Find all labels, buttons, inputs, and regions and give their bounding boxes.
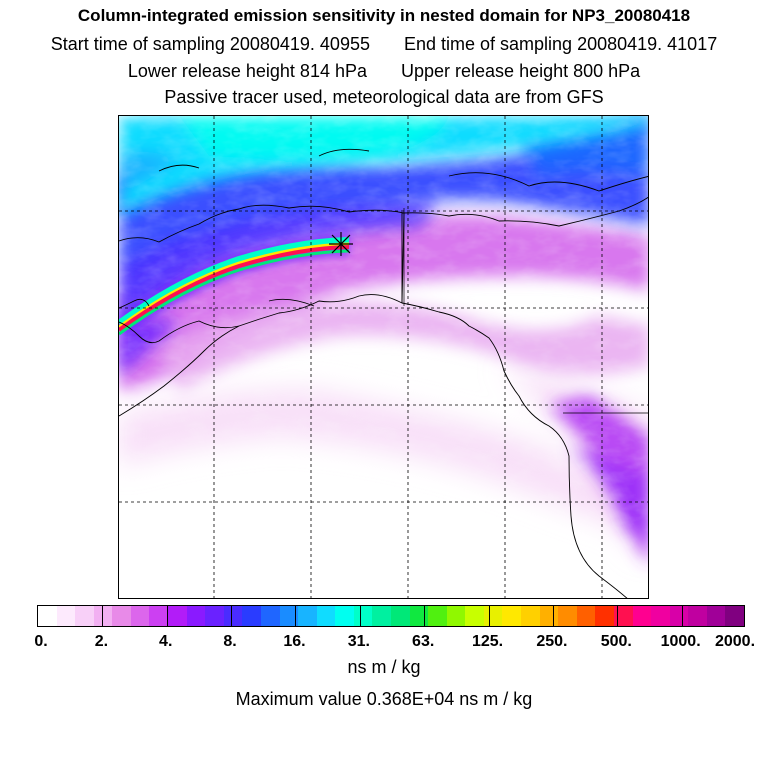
- colorbar-cell: [725, 606, 744, 626]
- colorbar-cell: [632, 606, 652, 626]
- colorbar-cell: [613, 606, 633, 626]
- colorbar-label: 2000.: [714, 633, 756, 650]
- colorbar-tick: [166, 606, 168, 626]
- release-heights: Lower release height 814 hPa Upper releas…: [0, 61, 768, 82]
- colorbar-cell: [168, 606, 187, 626]
- colorbar: [37, 605, 745, 627]
- colorbar-tick: [681, 606, 683, 626]
- colorbar-label: 250.: [536, 633, 568, 650]
- source-trajectory-ribbon: [119, 235, 350, 337]
- graticule: [119, 116, 648, 598]
- colorbar-label: 4.: [159, 633, 173, 650]
- colorbar-tick: [231, 606, 233, 626]
- colorbar-cell: [372, 606, 391, 626]
- colorbar-cell: [353, 606, 373, 626]
- colorbar-cell: [502, 606, 522, 626]
- colorbar-cell: [688, 606, 707, 626]
- colorbar-cell: [521, 606, 540, 626]
- colorbar-tick: [552, 606, 554, 626]
- political-boundaries: [403, 208, 648, 414]
- colorbar-cell: [651, 606, 670, 626]
- colorbar-cell: [279, 606, 299, 626]
- colorbar-cell: [298, 606, 317, 626]
- colorbar-label: 63.: [412, 633, 435, 650]
- colorbar-cell: [56, 606, 76, 626]
- colorbar-tick: [617, 606, 619, 626]
- colorbar-cell: [223, 606, 243, 626]
- tracer-note: Passive tracer used, meteorological data…: [164, 87, 604, 107]
- colorbar-cell: [558, 606, 577, 626]
- colorbar-label: 1000.: [660, 633, 701, 650]
- colorbar-cell: [335, 606, 354, 626]
- colorbar-label: 31.: [347, 633, 370, 650]
- colorbar-cell: [242, 606, 261, 626]
- maximum-value-text: Maximum value 0.368E+04 ns m / kg: [235, 689, 533, 709]
- end-time-text: End time of sampling 20080419. 41017: [403, 34, 718, 54]
- colorbar-label: 0.: [34, 633, 48, 650]
- colorbar-tick: [359, 606, 361, 626]
- release-location-marker: [329, 232, 353, 256]
- start-time-text: Start time of sampling 20080419. 40955: [50, 34, 370, 54]
- sensitivity-map: [118, 115, 649, 599]
- colorbar-cell: [446, 606, 466, 626]
- colorbar-tick: [488, 606, 490, 626]
- colorbar-tick: [424, 606, 426, 626]
- colorbar-tick: [102, 606, 104, 626]
- colorbar-cell: [130, 606, 150, 626]
- colorbar-cell: [38, 606, 57, 626]
- lower-height-text: Lower release height 814 hPa: [127, 61, 367, 81]
- sampling-times: Start time of sampling 20080419. 40955 En…: [0, 34, 768, 55]
- colorbar-label: 2.: [94, 633, 109, 650]
- coastlines: [119, 148, 648, 598]
- colorbar-label: 8.: [223, 633, 237, 650]
- colorbar-label: 16.: [283, 633, 306, 650]
- colorbar-cell: [428, 606, 447, 626]
- colorbar-cell: [316, 606, 336, 626]
- colorbar-cell: [112, 606, 131, 626]
- colorbar-cell: [409, 606, 429, 626]
- colorbar-cell: [483, 606, 503, 626]
- colorbar-cell: [75, 606, 94, 626]
- colorbar-cell: [706, 606, 726, 626]
- colorbar-cell: [260, 606, 280, 626]
- plot-title: Column-integrated emission sensitivity i…: [77, 6, 691, 25]
- colorbar-cell: [539, 606, 559, 626]
- colorbar-label: 500.: [600, 633, 632, 650]
- upper-height-text: Upper release height 800 hPa: [401, 61, 641, 81]
- colorbar-cell: [205, 606, 224, 626]
- colorbar-label: 125.: [471, 633, 504, 650]
- colorbar-tick: [295, 606, 297, 626]
- map-svg: [119, 116, 648, 598]
- colorbar-cell: [186, 606, 206, 626]
- colorbar-units: ns m / kg: [347, 657, 421, 677]
- colorbar-cell: [390, 606, 410, 626]
- colorbar-cell: [669, 606, 689, 626]
- colorbar-cell: [576, 606, 596, 626]
- colorbar-cell: [149, 606, 169, 626]
- colorbar-cell: [595, 606, 614, 626]
- colorbar-cell: [465, 606, 484, 626]
